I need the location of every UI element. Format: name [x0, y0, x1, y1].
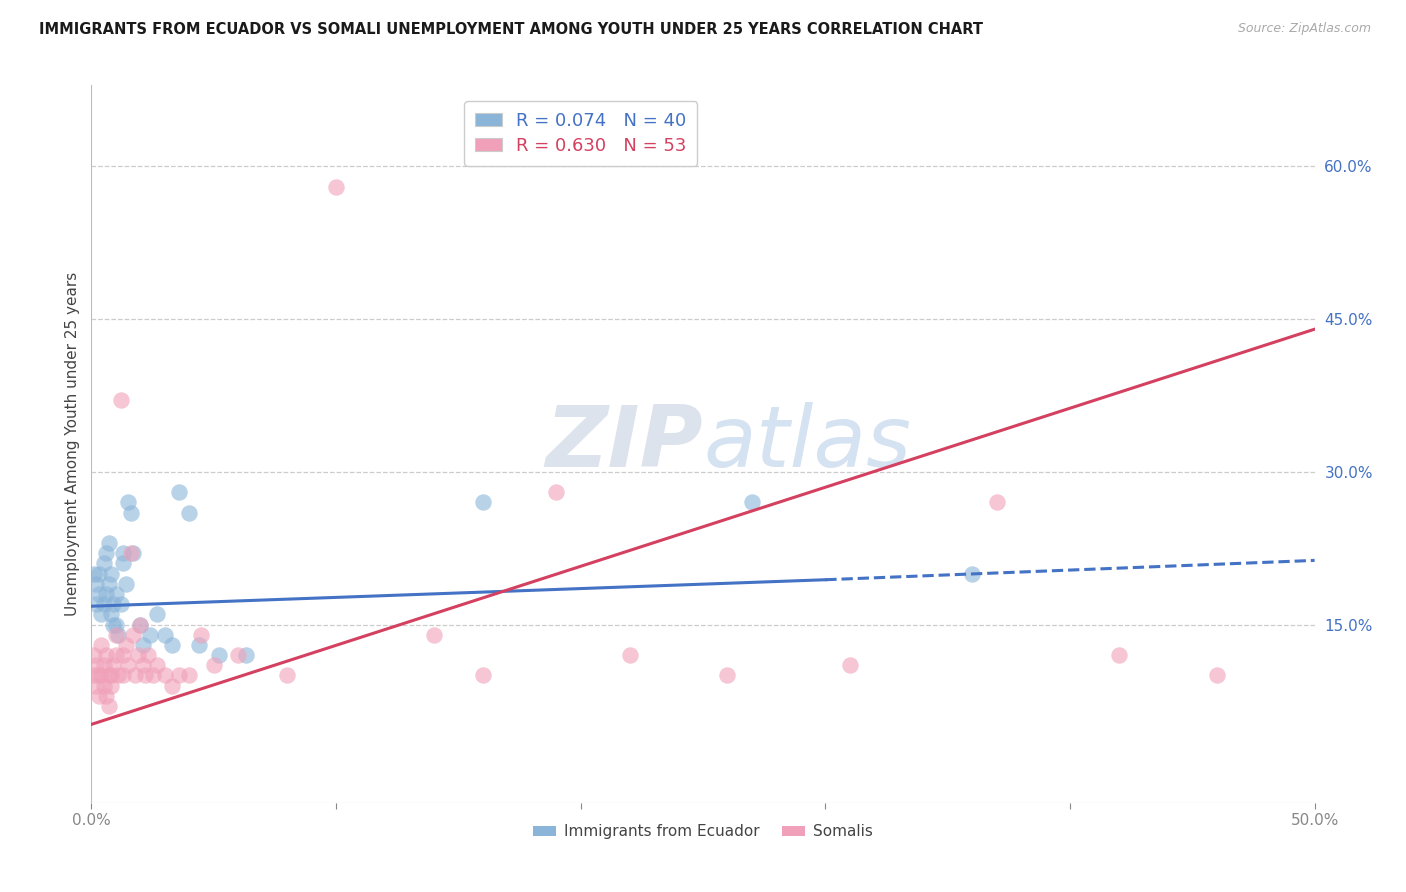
Point: [202, 658, 225, 673]
Point: [100, 679, 122, 693]
Point: [87, 587, 110, 601]
Point: [110, 597, 132, 611]
Point: [741, 495, 763, 509]
Point: [94, 546, 117, 560]
Point: [179, 506, 201, 520]
Point: [110, 393, 132, 408]
Point: [153, 628, 176, 642]
Point: [141, 668, 163, 682]
Point: [103, 617, 125, 632]
Point: [87, 668, 110, 682]
Point: [83, 668, 105, 682]
Point: [160, 638, 183, 652]
Point: [960, 566, 983, 581]
Point: [104, 617, 127, 632]
Point: [122, 628, 145, 642]
Point: [90, 607, 112, 622]
Point: [124, 668, 146, 682]
Point: [103, 597, 125, 611]
Point: [207, 648, 229, 662]
Text: Source: ZipAtlas.com: Source: ZipAtlas.com: [1237, 22, 1371, 36]
Point: [84, 577, 107, 591]
Point: [127, 648, 149, 662]
Point: [129, 617, 152, 632]
Legend: Immigrants from Ecuador, Somalis: Immigrants from Ecuador, Somalis: [527, 818, 879, 846]
Point: [471, 495, 494, 509]
Point: [160, 679, 183, 693]
Point: [122, 546, 145, 560]
Point: [104, 628, 127, 642]
Point: [1108, 648, 1130, 662]
Point: [93, 557, 115, 571]
Point: [226, 648, 249, 662]
Y-axis label: Unemployment Among Youth under 25 years: Unemployment Among Youth under 25 years: [65, 272, 80, 615]
Point: [93, 679, 115, 693]
Point: [100, 607, 122, 622]
Point: [104, 648, 127, 662]
Point: [112, 668, 135, 682]
Point: [100, 566, 122, 581]
Point: [117, 658, 139, 673]
Point: [103, 658, 125, 673]
Point: [129, 617, 152, 632]
Point: [90, 668, 112, 682]
Point: [87, 689, 110, 703]
Point: [112, 648, 135, 662]
Point: [139, 628, 162, 642]
Point: [146, 658, 169, 673]
Point: [94, 689, 117, 703]
Point: [986, 495, 1008, 509]
Point: [107, 668, 129, 682]
Point: [87, 566, 110, 581]
Text: atlas: atlas: [703, 402, 911, 485]
Point: [93, 597, 115, 611]
Point: [120, 546, 142, 560]
Point: [190, 628, 212, 642]
Point: [84, 658, 107, 673]
Point: [93, 658, 115, 673]
Text: ZIP: ZIP: [546, 402, 703, 485]
Point: [97, 536, 120, 550]
Point: [423, 628, 446, 642]
Point: [83, 648, 105, 662]
Point: [90, 638, 112, 652]
Point: [235, 648, 257, 662]
Point: [84, 679, 107, 693]
Point: [134, 668, 156, 682]
Point: [114, 638, 136, 652]
Point: [276, 668, 298, 682]
Point: [107, 628, 129, 642]
Point: [838, 658, 860, 673]
Point: [114, 577, 136, 591]
Text: IMMIGRANTS FROM ECUADOR VS SOMALI UNEMPLOYMENT AMONG YOUTH UNDER 25 YEARS CORREL: IMMIGRANTS FROM ECUADOR VS SOMALI UNEMPL…: [39, 22, 983, 37]
Point: [100, 668, 122, 682]
Point: [179, 668, 201, 682]
Point: [94, 648, 117, 662]
Point: [97, 699, 120, 714]
Point: [169, 485, 191, 500]
Point: [94, 587, 117, 601]
Point: [169, 668, 191, 682]
Point: [619, 648, 641, 662]
Point: [97, 668, 120, 682]
Point: [188, 638, 211, 652]
Point: [112, 557, 135, 571]
Point: [120, 506, 142, 520]
Point: [84, 597, 107, 611]
Point: [132, 638, 155, 652]
Point: [146, 607, 169, 622]
Point: [471, 668, 494, 682]
Point: [1205, 668, 1227, 682]
Point: [716, 668, 738, 682]
Point: [97, 577, 120, 591]
Point: [153, 668, 176, 682]
Point: [546, 485, 568, 500]
Point: [117, 495, 139, 509]
Point: [132, 658, 155, 673]
Point: [136, 648, 159, 662]
Point: [104, 587, 127, 601]
Point: [112, 546, 135, 560]
Point: [325, 179, 347, 194]
Point: [83, 566, 105, 581]
